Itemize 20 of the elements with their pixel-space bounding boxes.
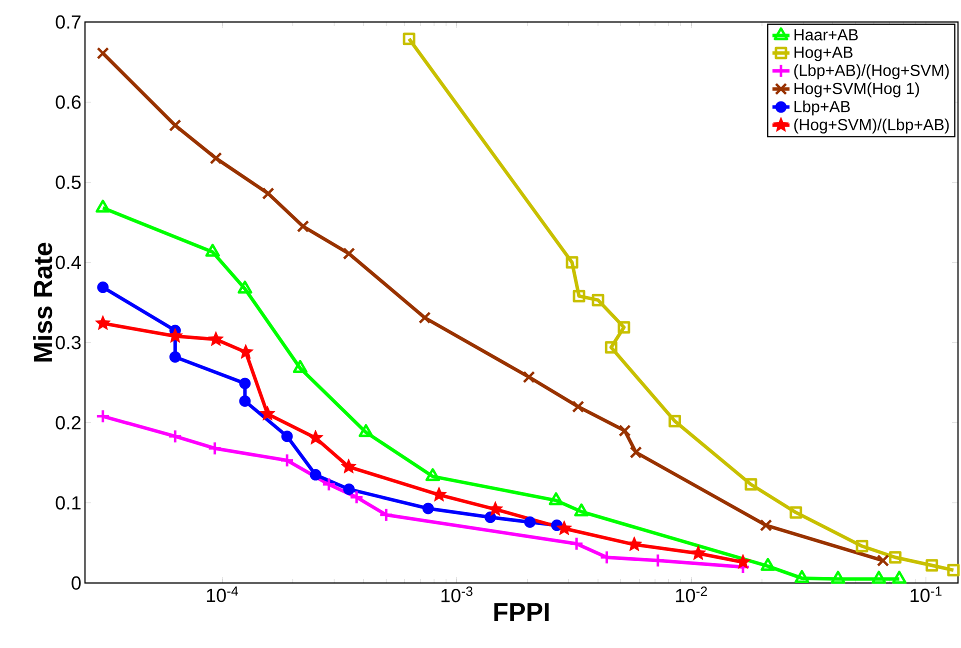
y-tick-label: 0.3 bbox=[56, 336, 81, 350]
y-axis-title: Miss Rate bbox=[33, 242, 52, 362]
x-axis-title: FPPI bbox=[494, 603, 549, 622]
x-tick-label: 10$^{-2}$ bbox=[676, 586, 707, 602]
legend-label: Lbp+AB bbox=[794, 100, 850, 116]
legend-label: Hog+SVM(Hog 1) bbox=[794, 82, 919, 98]
legend-label: Haar+AB bbox=[794, 29, 858, 40]
y-tick-label: 0.6 bbox=[56, 95, 81, 109]
y-tick-label: 0.1 bbox=[56, 496, 81, 510]
x-tick-label: 10$^{-1}$ bbox=[910, 586, 942, 602]
y-tick-label: 0.5 bbox=[56, 176, 81, 190]
y-tick-label: 0.2 bbox=[56, 416, 80, 430]
x-tick-label: 10$^{-3}$ bbox=[442, 586, 472, 602]
x-tick-label: 10$^{-4}$ bbox=[206, 586, 238, 602]
y-tick-label: 0.4 bbox=[56, 256, 81, 270]
legend-label: Hog+AB bbox=[794, 46, 852, 62]
y-tick-label: 0 bbox=[72, 576, 81, 590]
legend-label: (Hog+SVM)/(Lbp+AB) bbox=[794, 118, 949, 134]
legend-label: (Lbp+AB)/(Hog+SVM) bbox=[794, 64, 949, 80]
y-tick-label: 0.7 bbox=[56, 15, 80, 29]
